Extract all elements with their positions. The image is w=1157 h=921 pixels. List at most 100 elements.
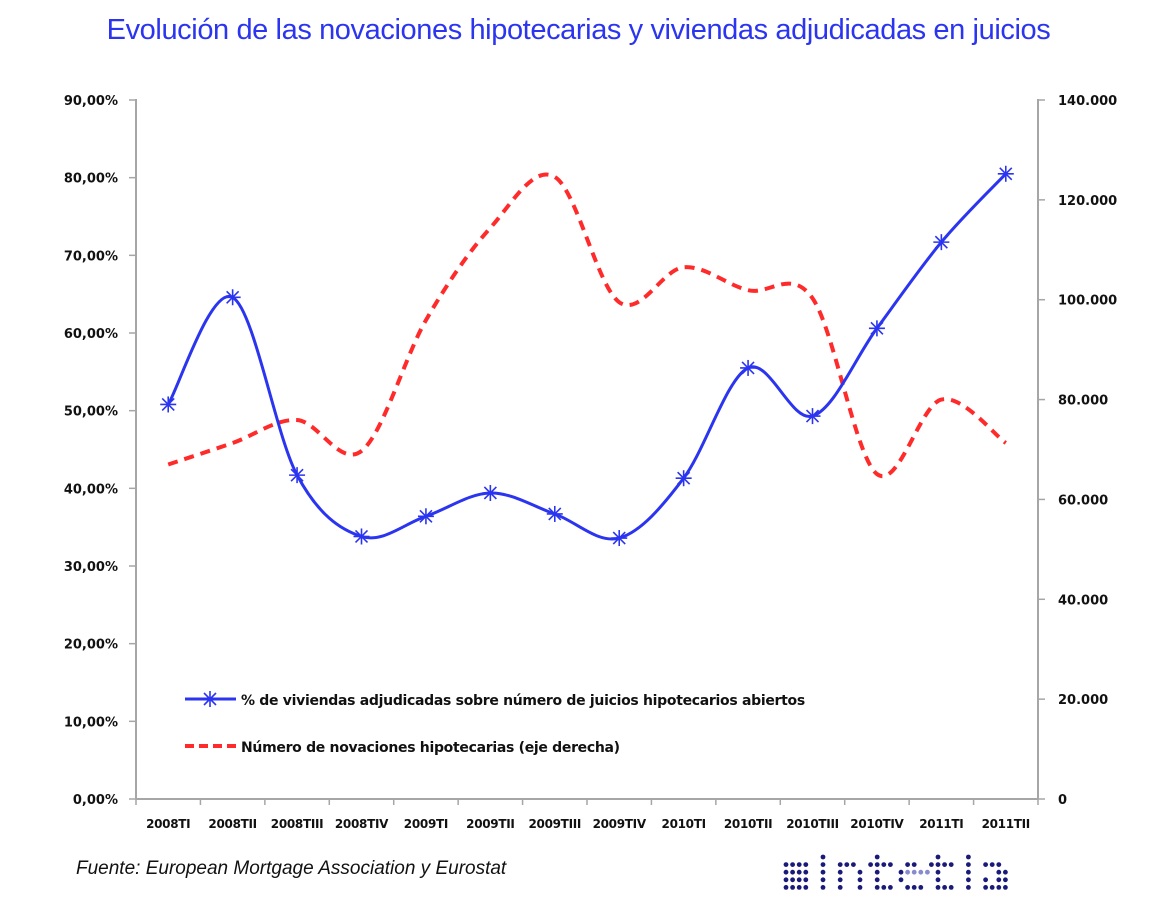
logo-dot <box>935 862 941 867</box>
logo-dot <box>820 854 826 860</box>
data-point-pct-adjudicadas <box>611 530 628 547</box>
logo-dot <box>803 862 809 867</box>
logo-dot <box>874 869 880 875</box>
logo-dot <box>966 869 971 875</box>
series-line-novaciones <box>167 172 1008 479</box>
data-point-pct-adjudicadas <box>224 289 241 306</box>
logo-dot <box>966 854 971 860</box>
logo-dot <box>966 877 971 883</box>
marker-stroke <box>805 409 820 423</box>
left-tick-label: 50,00% <box>64 405 118 420</box>
logo-dot <box>790 877 795 883</box>
logo-dot <box>844 862 850 867</box>
data-point-pct-adjudicadas <box>417 508 434 525</box>
right-tick-label: 60.000 <box>1058 493 1108 508</box>
logo-dot <box>983 862 988 867</box>
chart-title: Evolución de las novaciones hipotecarias… <box>106 14 1051 46</box>
logo-dot <box>790 862 795 867</box>
sintetia-logo <box>783 854 1008 890</box>
data-point-pct-adjudicadas <box>997 165 1014 182</box>
legend-marker-pct <box>202 691 218 707</box>
marker-stroke <box>203 692 217 706</box>
logo-dot <box>803 885 809 890</box>
right-tick-label: 140.000 <box>1058 94 1117 109</box>
logo-dot <box>948 885 954 890</box>
logo-dot <box>989 885 995 890</box>
category-label: 2009TIII <box>528 817 581 831</box>
logo-dot <box>918 869 924 875</box>
left-tick-label: 0,00% <box>73 793 118 808</box>
data-point-pct-adjudicadas <box>675 470 692 487</box>
marker-stroke <box>934 235 948 249</box>
logo-dot <box>1003 877 1008 883</box>
series-line-pct-adjudicadas <box>166 172 1007 541</box>
logo-dot <box>911 869 917 875</box>
data-point-pct-adjudicadas <box>868 320 885 337</box>
logo-dot <box>783 877 789 883</box>
logo-dot <box>857 885 863 890</box>
logo-dot <box>837 877 843 883</box>
right-tick-label: 80.000 <box>1058 394 1108 409</box>
marker-stroke <box>354 529 369 544</box>
logo-dot <box>925 869 930 875</box>
logo-dot <box>803 869 809 875</box>
right-tick-label: 40.000 <box>1058 593 1108 608</box>
category-label: 2008TI <box>146 817 190 831</box>
left-tick-label: 20,00% <box>64 638 118 653</box>
data-point-pct-adjudicadas <box>482 484 499 501</box>
logo-dot <box>837 885 843 890</box>
logo-dot <box>881 862 887 867</box>
left-tick-label: 80,00% <box>64 172 118 187</box>
category-label: 2010TIV <box>850 817 904 831</box>
category-label: 2008TIV <box>335 817 389 831</box>
right-tick-label: 0 <box>1058 793 1067 808</box>
logo-dot <box>996 869 1002 875</box>
category-label: 2008TIII <box>271 817 324 831</box>
logo-dot <box>851 862 856 867</box>
logo-dot <box>918 885 924 890</box>
left-tick-label: 10,00% <box>64 715 118 730</box>
legend-label-novaciones: Número de novaciones hipotecarias (eje d… <box>241 740 620 756</box>
logo-dot <box>888 885 893 890</box>
logo-dot <box>935 854 941 860</box>
logo-dot <box>820 869 826 875</box>
category-label: 2010TII <box>724 817 772 831</box>
logo-dot <box>996 877 1002 883</box>
logo-dot <box>857 877 863 883</box>
logo-dot <box>905 869 910 875</box>
logo-dot <box>874 885 880 890</box>
logo-dot <box>966 885 971 890</box>
logo-dot <box>796 862 802 867</box>
logo-dot <box>983 877 988 883</box>
logo-dot <box>783 885 789 890</box>
marker-stroke <box>290 468 304 482</box>
marker-stroke <box>419 509 433 523</box>
logo-dot <box>888 862 893 867</box>
logo-dot <box>820 877 826 883</box>
logo-dot <box>911 885 917 890</box>
logo-dot <box>868 862 873 867</box>
right-tick-label: 120.000 <box>1058 194 1117 209</box>
data-point-pct-adjudicadas <box>353 528 370 545</box>
logo-dots <box>783 854 1008 890</box>
right-tick-label: 20.000 <box>1058 693 1108 708</box>
marker-stroke <box>483 486 497 500</box>
logo-dot <box>790 885 795 890</box>
logo-dot <box>820 885 826 890</box>
series-layer <box>160 165 1014 547</box>
logo-dot <box>898 869 904 875</box>
category-label: 2011TI <box>919 817 963 831</box>
logo-dot <box>820 862 826 867</box>
legend-label-pct: % de viviendas adjudicadas sobre número … <box>241 693 805 709</box>
logo-dot <box>948 862 954 867</box>
category-label: 2008TII <box>208 817 256 831</box>
logo-dot <box>796 885 802 890</box>
data-point-pct-adjudicadas <box>546 505 563 522</box>
marker-stroke <box>999 167 1013 181</box>
logo-dot <box>796 869 802 875</box>
marker-stroke <box>612 531 626 545</box>
marker-stroke <box>677 471 691 485</box>
left-tick-label: 30,00% <box>64 560 118 575</box>
category-label: 2011TII <box>982 817 1030 831</box>
